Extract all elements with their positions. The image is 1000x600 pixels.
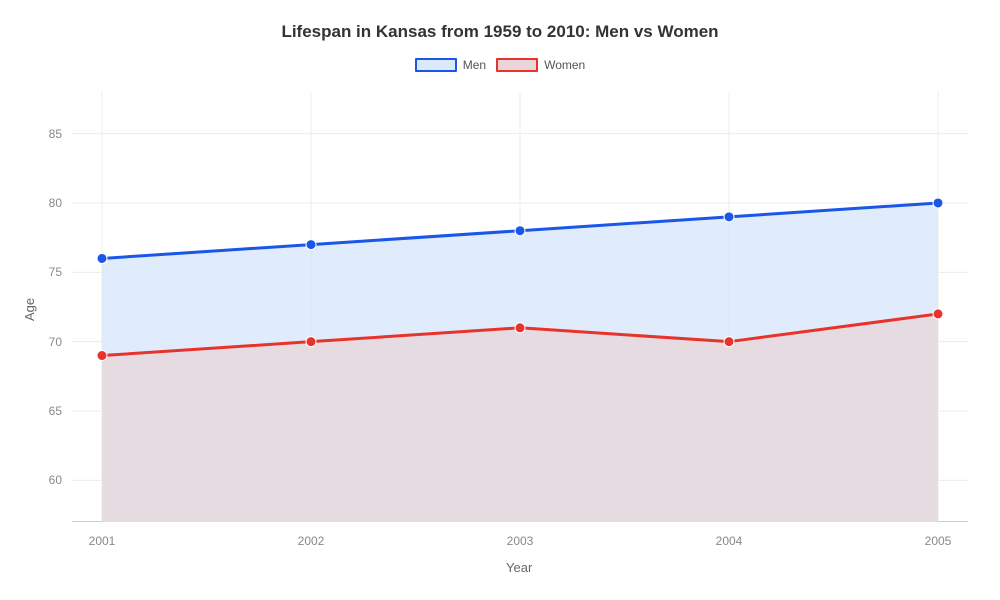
y-tick-label: 75	[49, 265, 62, 279]
legend-item-men: Men	[415, 58, 486, 72]
x-axis-label: Year	[506, 560, 532, 575]
y-tick-label: 85	[49, 127, 62, 141]
plot-area	[72, 92, 968, 522]
x-tick-label: 2001	[89, 534, 116, 548]
legend-label-men: Men	[463, 58, 486, 72]
y-tick-label: 70	[49, 335, 62, 349]
legend-item-women: Women	[496, 58, 585, 72]
y-tick-label: 80	[49, 196, 62, 210]
y-tick-label: 65	[49, 404, 62, 418]
y-axis-label: Age	[22, 298, 37, 321]
x-tick-label: 2002	[298, 534, 325, 548]
y-tick-label: 60	[49, 473, 62, 487]
chart-container: Lifespan in Kansas from 1959 to 2010: Me…	[0, 0, 1000, 600]
chart-title: Lifespan in Kansas from 1959 to 2010: Me…	[0, 22, 1000, 42]
legend-swatch-women	[496, 58, 538, 72]
chart-svg	[72, 92, 968, 522]
legend: Men Women	[0, 58, 1000, 72]
legend-swatch-men	[415, 58, 457, 72]
x-tick-label: 2004	[716, 534, 743, 548]
x-tick-label: 2005	[925, 534, 952, 548]
legend-label-women: Women	[544, 58, 585, 72]
x-tick-label: 2003	[507, 534, 534, 548]
